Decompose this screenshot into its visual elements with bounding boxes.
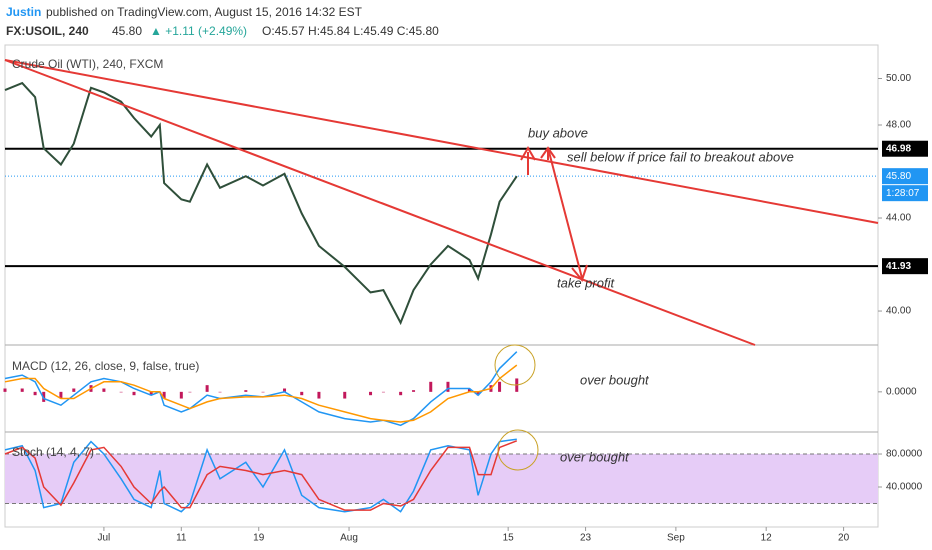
symbol: FX:USOIL, 240 — [6, 24, 89, 38]
annotation: over bought — [580, 372, 650, 387]
legend: Crude Oil (WTI), 240, FXCM — [12, 57, 163, 71]
histogram-bar — [300, 391, 304, 396]
histogram-bar — [244, 390, 248, 392]
histogram-bar — [205, 385, 209, 392]
series-line — [4, 364, 518, 423]
histogram-bar — [399, 391, 403, 396]
level-label: 46.98 — [886, 143, 911, 154]
histogram-bar — [343, 391, 347, 399]
histogram-bar — [369, 391, 373, 396]
countdown-label: 1:28:07 — [886, 188, 920, 199]
level-box — [882, 140, 928, 157]
x-tick-label: 23 — [580, 533, 592, 544]
x-tick-label: 12 — [761, 533, 773, 544]
histogram-bar — [149, 391, 153, 396]
x-tick-label: 19 — [253, 533, 265, 544]
last-price-label: 45.80 — [886, 171, 911, 182]
annotation: over bought — [560, 449, 630, 464]
last: 45.80 — [112, 24, 142, 38]
histogram-bar — [429, 381, 433, 392]
arrow-up — [520, 146, 536, 175]
histogram-bar — [476, 391, 480, 396]
histogram-bar — [283, 388, 287, 392]
histogram-bar — [188, 391, 192, 393]
y-tick-label: 40.0000 — [886, 482, 923, 493]
author: Justin — [6, 5, 41, 19]
histogram-bar — [498, 381, 502, 392]
legend: Stoch (14, 4, 7) — [12, 445, 94, 459]
x-tick-label: Aug — [340, 533, 358, 544]
series-line — [4, 440, 518, 511]
x-tick-label: 11 — [176, 533, 187, 544]
histogram-bar — [218, 391, 222, 393]
x-tick-label: 20 — [838, 533, 850, 544]
published: published on TradingView.com, August 15,… — [46, 5, 363, 19]
arrow-down — [547, 147, 588, 283]
histogram-bar — [42, 391, 46, 402]
annotation: take profit — [557, 275, 615, 290]
panels — [4, 44, 879, 528]
series-line — [4, 351, 518, 427]
level-box — [882, 258, 928, 275]
trend-line — [4, 59, 879, 224]
last-price-box — [882, 168, 928, 185]
series-line — [4, 81, 518, 326]
histogram-bar — [446, 381, 450, 392]
histogram-bar — [317, 391, 321, 399]
histogram-bar — [381, 391, 385, 393]
histogram-bar — [132, 391, 136, 396]
histogram-bar — [102, 388, 106, 392]
annotation: buy above — [528, 125, 588, 140]
series-line — [4, 438, 517, 513]
histogram-bar — [20, 388, 24, 392]
histogram-bar — [3, 388, 7, 392]
histogram-bar — [467, 388, 471, 392]
histogram-bar — [162, 391, 166, 399]
x-tick-label: 15 — [503, 533, 515, 544]
countdown-box — [882, 185, 928, 202]
highlight-circle — [494, 344, 536, 386]
trend-line — [4, 59, 756, 346]
ohlc: O:45.57 H:45.84 L:45.49 C:45.80 — [262, 24, 439, 38]
annotation: sell below if price fail to breakout abo… — [567, 149, 794, 164]
y-tick-label: 40.00 — [886, 306, 911, 317]
x-tick-label: Sep — [667, 533, 685, 544]
y-tick-label: 44.00 — [886, 213, 911, 224]
x-tick-label: Jul — [98, 533, 111, 544]
change: ▲ +1.11 (+2.49%) — [150, 24, 247, 38]
level-label: 41.93 — [886, 261, 911, 272]
histogram-bar — [72, 388, 76, 392]
y-tick-label: 80.0000 — [886, 449, 923, 460]
legend: MACD (12, 26, close, 9, false, true) — [12, 359, 199, 373]
highlight-circle — [497, 429, 539, 471]
y-tick-label: 50.00 — [886, 73, 911, 84]
y-tick-label: 0.0000 — [886, 386, 917, 397]
histogram-bar — [179, 391, 183, 399]
histogram-bar — [33, 391, 37, 396]
band-fill — [5, 454, 878, 504]
histogram-bar — [261, 391, 265, 393]
histogram-bar — [119, 391, 123, 393]
plot-frame — [4, 44, 879, 528]
data-layer — [3, 81, 878, 513]
histogram-bar — [59, 391, 63, 399]
histogram-bar — [412, 390, 416, 392]
y-tick-label: 48.00 — [886, 120, 911, 131]
